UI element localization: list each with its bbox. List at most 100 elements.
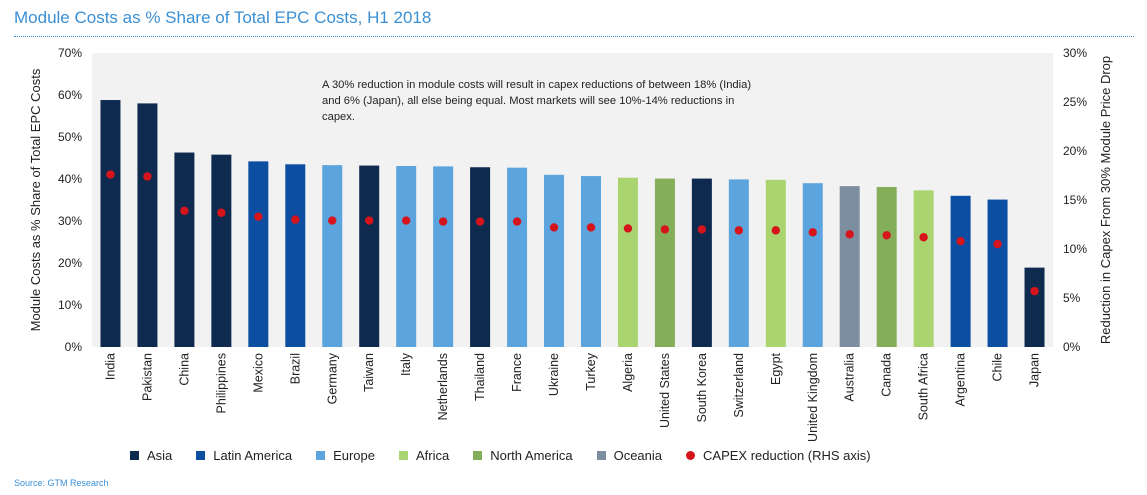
right-tick-label: 25% [1063, 95, 1087, 109]
chart-title: Module Costs as % Share of Total EPC Cos… [14, 8, 432, 27]
capex-point [771, 226, 780, 235]
legend-swatch [196, 451, 206, 460]
category-label: Brazil [288, 353, 302, 384]
bar [580, 176, 601, 347]
right-tick-label: 10% [1063, 242, 1087, 256]
legend-swatch [130, 451, 139, 460]
category-label: Germany [325, 352, 339, 404]
capex-point [438, 217, 448, 226]
category-label: Philippines [214, 353, 228, 413]
capex-point [586, 223, 596, 232]
bar [765, 179, 786, 347]
category-label: Argentina [954, 353, 968, 407]
capex-point [180, 206, 189, 215]
legend-label: North America [490, 448, 573, 463]
legend-item: North America [473, 448, 573, 463]
category-label: United Kingdom [806, 353, 820, 442]
category-label: Egypt [769, 352, 783, 384]
right-axis-title: Reduction in Capex From 30% Module Price… [1098, 56, 1113, 344]
bar [507, 167, 528, 347]
left-tick-label: 20% [58, 256, 82, 270]
left-tick-label: 40% [58, 172, 82, 186]
capex-point [143, 172, 152, 181]
capex-point [106, 170, 115, 179]
category-label: India [103, 353, 117, 380]
bar [470, 167, 491, 347]
bar [1024, 267, 1045, 347]
legend-label: Latin America [213, 448, 293, 463]
bar [248, 161, 269, 347]
category-label: Netherlands [436, 353, 450, 420]
category-label: Chile [991, 353, 1005, 382]
right-tick-label: 5% [1063, 291, 1081, 305]
bar [137, 103, 158, 348]
legend-label: Europe [333, 448, 375, 463]
legend: Asia Latin America Europe Africa North Ameri… [130, 448, 895, 463]
capex-point [845, 230, 854, 239]
capex-point [734, 226, 744, 235]
category-label: South Korea [695, 353, 709, 423]
right-axis-ticks: 0% 5% 10% 15% 20% 25% 30% [1063, 46, 1087, 354]
bar [913, 190, 934, 347]
right-tick-label: 20% [1063, 144, 1087, 158]
legend-label: Africa [415, 448, 450, 463]
capex-point [808, 228, 817, 237]
legend-item: CAPEX reduction (RHS axis) [686, 448, 871, 463]
category-label: Ukraine [547, 353, 561, 396]
left-tick-label: 70% [58, 46, 82, 60]
right-tick-label: 15% [1063, 193, 1087, 207]
bar [285, 164, 306, 347]
bar [433, 166, 454, 347]
legend-label: CAPEX reduction (RHS axis) [703, 448, 871, 463]
category-label: Algeria [621, 353, 635, 392]
legend-item: Latin America [196, 448, 292, 463]
left-tick-label: 0% [65, 340, 83, 354]
left-tick-label: 50% [58, 130, 82, 144]
bar [544, 174, 565, 347]
capex-point [475, 217, 485, 226]
left-axis-ticks: 0% 10% 20% 30% 40% 50% 60% 70% [58, 46, 82, 354]
capex-point [919, 233, 928, 242]
legend-item: Europe [316, 448, 375, 463]
left-tick-label: 10% [58, 298, 82, 312]
capex-point [328, 216, 337, 225]
bar [396, 165, 417, 347]
capex-point [401, 216, 411, 225]
capex-point [365, 216, 374, 225]
bar [728, 179, 749, 347]
category-label: Thailand [473, 353, 487, 401]
category-label: Italy [399, 352, 413, 376]
category-label: France [510, 353, 524, 392]
category-label: Australia [843, 353, 857, 402]
bar [802, 183, 823, 347]
source-note: Source: GTM Research [14, 478, 109, 488]
bar [617, 177, 638, 347]
bar [174, 152, 195, 347]
bar [950, 195, 971, 347]
bar [839, 186, 860, 347]
title-divider [14, 36, 1134, 37]
capex-point [697, 225, 707, 234]
bar [211, 154, 232, 347]
category-label: United States [658, 353, 672, 428]
category-label: Japan [1028, 353, 1042, 387]
capex-point [512, 217, 522, 226]
right-tick-label: 0% [1063, 340, 1081, 354]
legend-item: Asia [130, 448, 172, 463]
legend-label: Asia [147, 448, 173, 463]
bar [359, 165, 380, 347]
capex-point [993, 239, 1002, 249]
capex-point [549, 223, 559, 232]
category-label: Switzerland [732, 353, 746, 418]
capex-point [623, 224, 633, 233]
right-tick-label: 30% [1063, 46, 1087, 60]
bar [654, 178, 675, 347]
left-tick-label: 60% [58, 88, 82, 102]
bar [100, 100, 121, 347]
capex-point [882, 231, 891, 240]
category-label: Turkey [584, 352, 598, 390]
bars [100, 100, 1045, 348]
capex-point [254, 212, 263, 221]
category-label: China [177, 353, 191, 386]
left-tick-label: 30% [58, 214, 82, 228]
